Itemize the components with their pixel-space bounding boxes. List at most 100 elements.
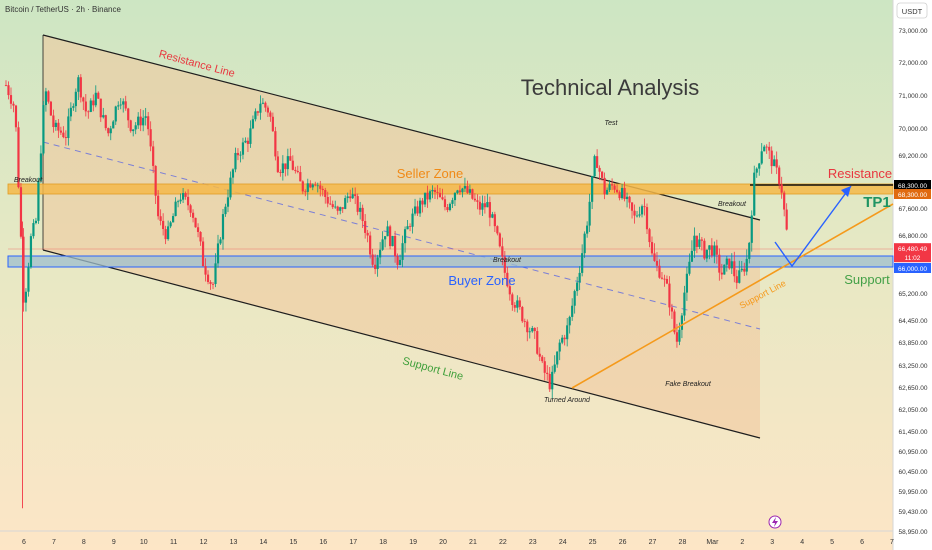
price-tick-label: 72,000.00 [899,60,928,67]
candle-body [321,188,324,191]
candle-body [533,327,536,332]
candle-body [423,192,427,205]
candle-body [286,156,289,170]
candle-body [493,214,496,227]
candle-body [221,214,225,240]
candle-body [683,292,686,316]
time-tick-label: 6 [860,539,864,546]
candles-layer [4,74,788,509]
time-tick-label: 2 [740,539,744,546]
candle-body [393,235,397,257]
candle-body [371,254,374,265]
candle-body [720,272,723,275]
candle-body [229,177,232,198]
candle-body [264,102,267,108]
candle-body [448,203,452,211]
candle-body [132,129,135,132]
candle-body [670,307,674,312]
candle-body [618,192,621,199]
candle-body [142,117,145,126]
candle-body [690,250,693,262]
candle-body [274,131,277,157]
candle-body [57,122,60,131]
candle-body [503,256,506,273]
candle-body [112,121,115,129]
candle-body [144,116,147,118]
candle-body [675,332,679,342]
candle-body [728,258,731,269]
candle-body [97,92,100,99]
candle-body [740,268,743,271]
candle-body [34,220,38,224]
candle-body [426,192,429,200]
candle-body [154,165,157,196]
breakout-left-label: Breakout [14,177,43,184]
symbol-title: Bitcoin / TetherUS · 2h · Binance [5,5,121,14]
candle-body [214,263,217,284]
candle-body [443,199,447,208]
candle-body [763,146,766,152]
candle-body [421,200,424,205]
price-tag-box [894,189,931,199]
candle-body [413,206,417,214]
time-axis[interactable]: 6 7 8 9 10 11 12 13 14 15 16 17 18 19 20 21 22 23 24 25 26 27… [22,539,894,546]
candle-body [59,130,62,133]
candle-body [239,154,242,156]
candle-body [346,196,349,199]
price-tick-label: 65,200.00 [899,291,928,298]
price-tag-box [894,243,931,254]
price-tick-label: 71,000.00 [899,93,928,100]
seller-zone-box [7,183,894,195]
candle-body [74,91,77,107]
candle-body [508,286,511,295]
candle-body [663,278,666,280]
candle-body [87,111,90,113]
candle-body [635,215,639,217]
seller-zone-label: Seller Zone [397,166,463,181]
candle-body [713,245,716,256]
candle-body [216,243,220,264]
candle-body [628,196,631,203]
price-tag-box [894,252,931,263]
price-tick-label: 62,050.00 [899,407,928,414]
candle-body [42,105,45,154]
candle-body [127,108,130,121]
candle-body [47,91,50,102]
time-tick-label: 22 [499,539,507,546]
time-tick-label: 7 [52,539,56,546]
candle-body [486,202,489,208]
candle-body [513,305,516,308]
candle-body [436,192,439,193]
candle-body [563,337,566,340]
candle-body [768,146,771,151]
candle-body [770,150,773,167]
candle-body [501,246,504,257]
candle-body [546,372,549,374]
price-tag-label: 11:02 [905,255,921,262]
support-trendline [42,249,761,439]
candle-body [92,100,95,106]
candle-body [199,231,202,242]
candle-body [466,186,469,193]
candle-body [715,245,718,255]
candle-body [162,220,165,230]
candle-body [254,111,257,120]
currency-badge[interactable] [896,2,928,19]
candle-body [446,207,449,211]
candle-body [336,206,339,211]
candle-body [573,291,576,306]
candle-body [653,253,656,261]
candle-body [39,153,43,181]
candle-body [224,206,227,215]
candle-body [571,305,574,317]
candle-body [750,215,753,243]
candle-body [349,196,352,199]
channel-midline [42,141,761,330]
candle-body [695,235,698,247]
time-tick-label: 4 [800,539,804,546]
candle-body [758,163,761,169]
candle-body [491,214,494,218]
support-label: Support [844,272,890,287]
candle-body [478,201,481,210]
